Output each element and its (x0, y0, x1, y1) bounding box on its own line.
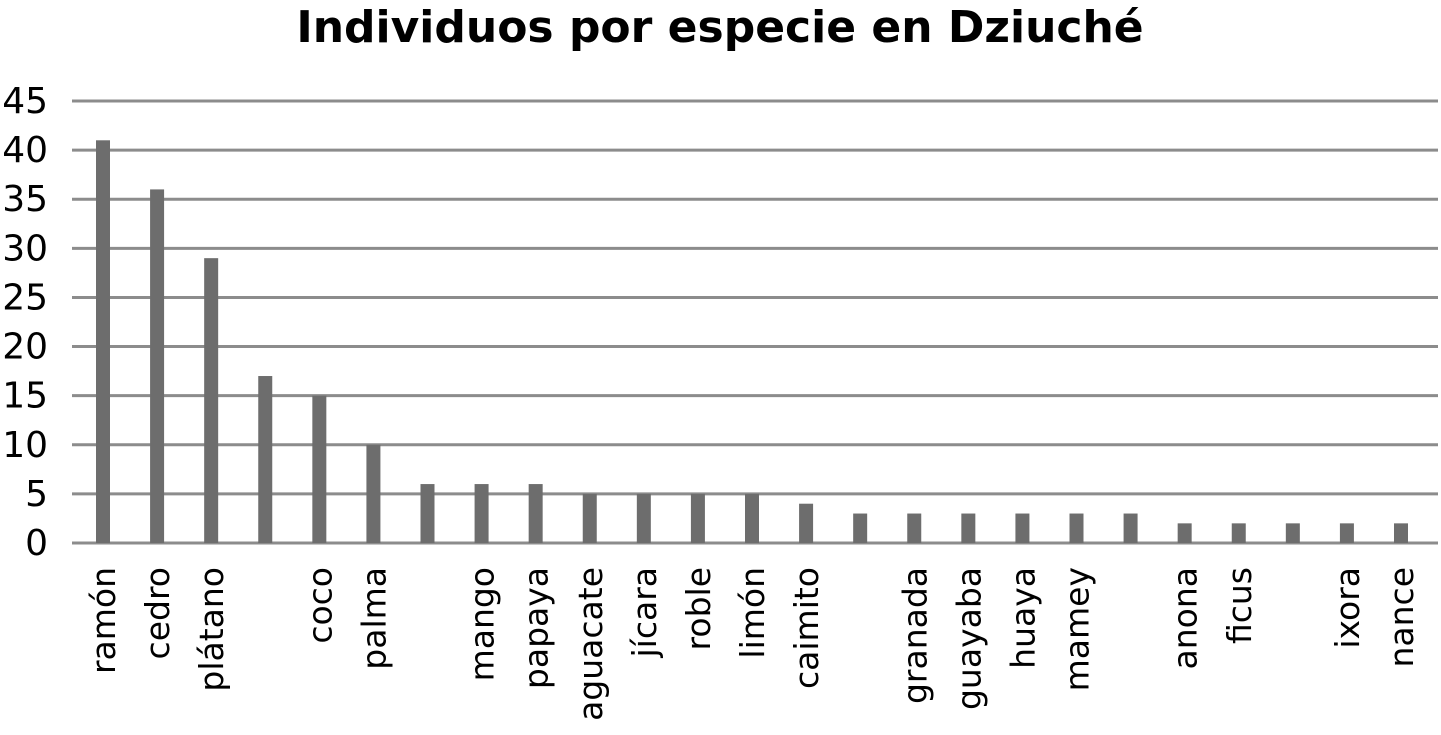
bar (312, 395, 327, 543)
bar (961, 513, 976, 543)
x-tick-label: roble (679, 567, 718, 650)
x-tick-label: coco (300, 567, 339, 644)
y-tick-label: 35 (2, 179, 48, 220)
x-tick-label: mango (463, 567, 502, 681)
y-tick-label: 45 (2, 81, 48, 122)
bar (636, 493, 651, 543)
bar (1231, 523, 1246, 543)
y-tick-label: 25 (2, 277, 48, 318)
x-tick-label: ixora (1328, 567, 1367, 649)
x-tick-label: papaya (517, 567, 556, 689)
x-tick-label: anona (1166, 567, 1205, 669)
bar (1069, 513, 1084, 543)
bar (204, 258, 219, 543)
bar (1015, 513, 1030, 543)
y-tick-label: 20 (2, 327, 48, 368)
bar (528, 484, 543, 543)
bar (96, 140, 110, 544)
x-tick-label: granada (895, 567, 934, 704)
bar (1177, 523, 1192, 543)
y-tick-label: 40 (2, 130, 48, 171)
bar (366, 444, 381, 543)
bar (1285, 523, 1300, 543)
x-tick-label: mamey (1058, 567, 1097, 691)
bar (745, 493, 759, 543)
x-tick-label: plátano (192, 567, 231, 692)
bar (853, 513, 868, 543)
bar (907, 513, 922, 543)
x-axis-ticks: ramón cedro plátano coco palma mango papaya agu… (84, 567, 1421, 721)
gridlines (72, 99, 1438, 545)
y-tick-label: 10 (2, 425, 48, 466)
x-tick-label: limón (733, 567, 772, 659)
x-tick-label: ramón (84, 567, 123, 674)
x-tick-label: cedro (138, 567, 177, 659)
bar (1394, 523, 1408, 543)
y-tick-label: 5 (25, 474, 48, 515)
x-tick-label: palma (354, 567, 393, 670)
chart-title: Individuos por especie en Dziuché (296, 2, 1143, 53)
bar (1339, 523, 1354, 543)
x-tick-label: aguacate (571, 567, 610, 721)
x-tick-label: guayaba (949, 567, 988, 710)
bar (582, 493, 597, 543)
x-tick-label: jícara (625, 567, 664, 659)
bar (258, 376, 273, 543)
y-axis-ticks: 0 5 10 15 20 25 30 35 40 45 (2, 81, 48, 564)
x-tick-label: caimito (787, 567, 826, 689)
bar (474, 484, 489, 543)
bar (1123, 513, 1138, 543)
bars (96, 140, 1408, 544)
x-tick-label: huaya (1003, 567, 1042, 669)
bar (420, 484, 435, 543)
x-tick-label: nance (1382, 567, 1421, 668)
bar (150, 189, 165, 543)
x-tick-label: ficus (1220, 567, 1259, 644)
bar (799, 503, 814, 543)
y-tick-label: 15 (2, 376, 48, 417)
y-tick-label: 30 (2, 228, 48, 269)
bar (690, 493, 705, 543)
y-tick-label: 0 (25, 523, 48, 564)
